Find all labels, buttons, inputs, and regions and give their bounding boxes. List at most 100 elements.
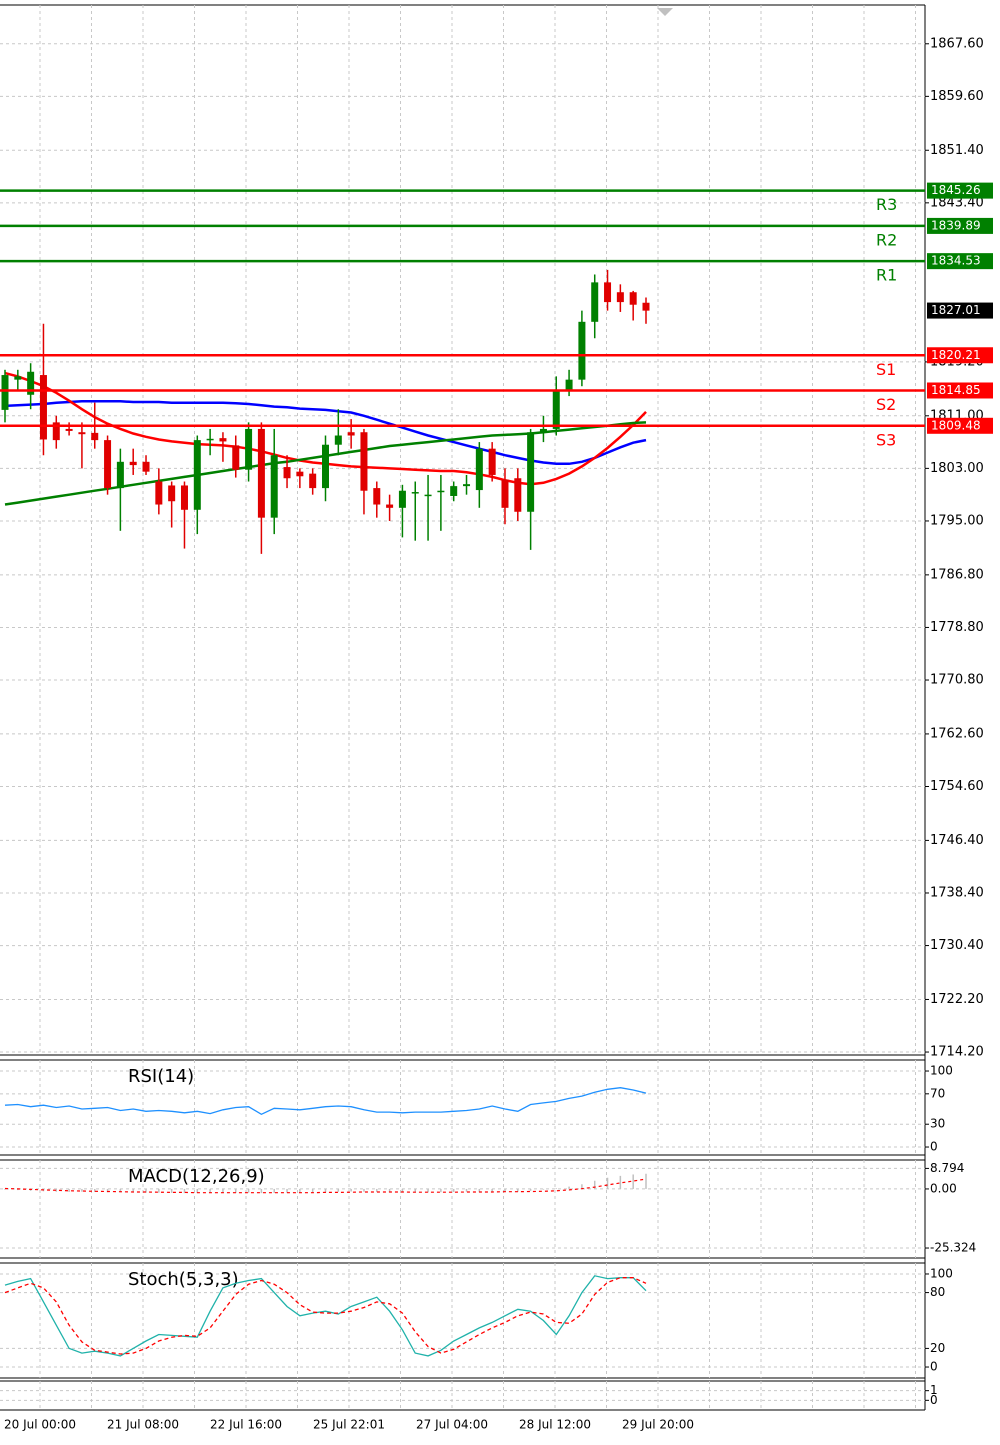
candle-body	[629, 292, 637, 305]
candle-body	[296, 471, 304, 477]
price-box	[927, 253, 993, 270]
y-tick-label: 1722.20	[930, 992, 984, 1007]
price-box-label: 1834.53	[931, 254, 981, 268]
signal-line	[4, 1178, 647, 1194]
candle-body	[578, 321, 586, 380]
candle-body	[642, 302, 650, 311]
candle-body	[270, 455, 278, 518]
candle-body	[283, 467, 291, 479]
y-tick-label: 1730.40	[930, 938, 984, 953]
price-box	[927, 382, 993, 399]
candle-body	[1, 375, 9, 410]
pivot-name: R2	[876, 230, 897, 249]
shift-marker	[657, 8, 673, 16]
x-tick-label: 28 Jul 12:00	[519, 1418, 591, 1432]
y-tick-label: 0	[930, 1393, 938, 1407]
y-tick-label: 0.00	[930, 1181, 957, 1195]
y-tick-label: 1762.60	[930, 726, 984, 741]
moving-average	[4, 400, 647, 466]
candle-body	[565, 379, 573, 390]
price-box	[927, 417, 993, 434]
x-tick-label: 25 Jul 22:01	[313, 1418, 385, 1432]
candle-body	[463, 484, 471, 487]
pivot-name: S1	[876, 360, 896, 379]
candle-body	[309, 473, 317, 489]
indicator-title: MACD(12,26,9)	[128, 1166, 265, 1187]
candle-body	[373, 488, 381, 505]
candle-body	[39, 375, 47, 440]
price-box	[927, 347, 993, 364]
y-tick-label: 1867.60	[930, 36, 984, 51]
pivot-name: S3	[876, 430, 896, 449]
candle-body	[411, 492, 419, 494]
y-tick-label: -25.324	[930, 1241, 976, 1255]
y-tick-label: 0	[930, 1360, 938, 1374]
price-box-label: 1845.26	[931, 183, 981, 197]
y-tick-label: 1738.40	[930, 885, 984, 900]
y-tick-label: 1795.00	[930, 513, 984, 528]
y-tick-label: 0	[930, 1140, 938, 1154]
candle-body	[488, 448, 496, 475]
candle-body	[65, 428, 73, 431]
candle-body	[219, 438, 227, 442]
candle-body	[78, 432, 86, 435]
x-tick-label: 22 Jul 16:00	[210, 1418, 282, 1432]
candle-body	[360, 432, 368, 491]
candle-body	[450, 486, 458, 496]
indicator-title: RSI(14)	[128, 1066, 194, 1087]
y-tick-label: 1746.40	[930, 833, 984, 848]
candle-body	[129, 461, 137, 466]
price-box-label: 1809.48	[931, 418, 981, 432]
candle-body	[475, 448, 483, 491]
y-tick-label: 1843.40	[930, 195, 984, 210]
y-tick-label: 70	[930, 1086, 945, 1100]
candle-body	[424, 494, 432, 497]
price-box-label: 1820.21	[931, 348, 981, 362]
candle-body	[193, 440, 201, 510]
candle-body	[245, 428, 253, 470]
x-tick-label: 21 Jul 08:00	[107, 1418, 179, 1432]
y-tick-label: 1714.20	[930, 1045, 984, 1060]
y-tick-label: 20	[930, 1341, 945, 1355]
indicator-line	[4, 1277, 647, 1355]
candle-body	[257, 428, 265, 518]
candle-body	[616, 292, 624, 303]
y-tick-label: 1770.80	[930, 673, 984, 688]
candle-body	[604, 282, 612, 303]
candle-body	[232, 445, 240, 470]
candle-body	[116, 461, 124, 489]
candle-body	[539, 428, 547, 433]
candle-body	[437, 490, 445, 493]
candle-body	[322, 444, 329, 489]
candle-body	[142, 461, 150, 472]
price-box	[927, 182, 993, 199]
indicator-line	[4, 1087, 647, 1116]
y-tick-label: 100	[930, 1064, 953, 1078]
pivot-name: S2	[876, 395, 896, 414]
price-box	[927, 217, 993, 234]
y-tick-label: 100	[930, 1266, 953, 1280]
candle-body	[104, 440, 112, 489]
candle-body	[52, 422, 60, 441]
y-tick-label: 1859.60	[930, 89, 984, 104]
pivot-name: R3	[876, 195, 897, 214]
candle-body	[398, 490, 406, 508]
y-tick-label: 1803.00	[930, 461, 984, 476]
candle-body	[91, 432, 99, 441]
candle-body	[514, 478, 522, 512]
candle-body	[501, 479, 509, 508]
candle-body	[206, 438, 214, 441]
price-box	[927, 302, 993, 319]
y-tick-label: 1851.40	[930, 143, 984, 158]
candle-body	[527, 432, 535, 512]
candle-body	[386, 504, 394, 508]
y-tick-label: 1778.80	[930, 620, 984, 635]
candle-body	[155, 481, 163, 505]
indicator-line	[4, 1275, 647, 1357]
x-tick-label: 27 Jul 04:00	[416, 1418, 488, 1432]
x-tick-label: 29 Jul 20:00	[622, 1418, 694, 1432]
pivot-name: R1	[876, 266, 897, 285]
indicator-title: Stoch(5,3,3)	[128, 1269, 239, 1290]
